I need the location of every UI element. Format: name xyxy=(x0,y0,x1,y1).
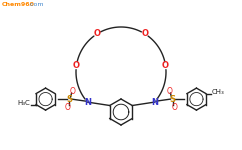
Text: Chem960: Chem960 xyxy=(2,2,35,7)
Text: S: S xyxy=(169,95,175,104)
Text: O: O xyxy=(94,29,101,38)
Text: O: O xyxy=(172,103,177,112)
Text: N: N xyxy=(151,98,158,107)
Text: O: O xyxy=(65,103,70,112)
Text: O: O xyxy=(73,61,80,70)
Text: O: O xyxy=(166,87,172,96)
Text: .com: .com xyxy=(28,2,44,7)
Text: O: O xyxy=(70,87,76,96)
Text: O: O xyxy=(141,29,148,38)
Text: S: S xyxy=(67,95,73,104)
Text: H₃C: H₃C xyxy=(17,100,30,106)
Text: N: N xyxy=(84,98,91,107)
Text: O: O xyxy=(162,61,169,70)
Text: CH₃: CH₃ xyxy=(212,89,225,95)
